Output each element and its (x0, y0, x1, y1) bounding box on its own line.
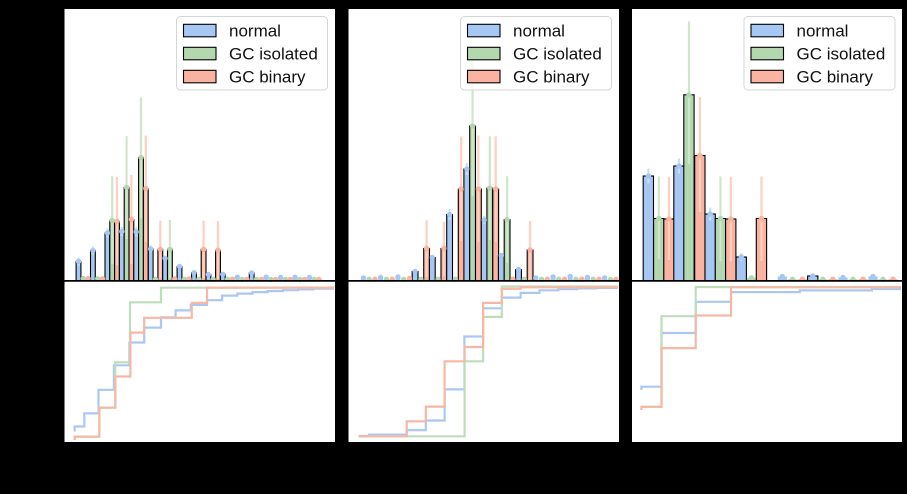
svg-text:normal: normal (513, 22, 565, 41)
svg-text:GC isolated: GC isolated (513, 45, 602, 64)
svg-text:normal: normal (797, 22, 849, 41)
svg-text:GC binary: GC binary (229, 68, 306, 87)
svg-text:normal: normal (229, 22, 281, 41)
svg-text:GC binary: GC binary (797, 68, 874, 87)
svg-text:GC binary: GC binary (513, 68, 590, 87)
svg-text:GC isolated: GC isolated (797, 45, 886, 64)
svg-text:GC isolated: GC isolated (229, 45, 318, 64)
